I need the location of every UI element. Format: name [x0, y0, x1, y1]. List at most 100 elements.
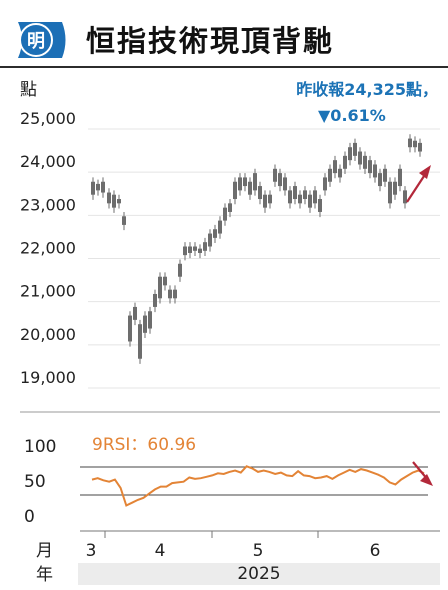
rsi-reference-lines — [80, 466, 428, 496]
year-band — [78, 563, 440, 585]
candle-body — [228, 203, 232, 212]
month-label: 5 — [253, 541, 264, 561]
candle-body — [238, 177, 242, 191]
candle-body — [288, 190, 292, 204]
candle-body — [208, 233, 212, 247]
candle-body — [413, 140, 417, 148]
candle-body — [273, 168, 277, 182]
candle-body — [128, 315, 132, 342]
rsi-y-tick-label: 50 — [24, 472, 46, 492]
rsi-y-tick-label: 0 — [24, 507, 35, 527]
candle-body — [308, 194, 312, 208]
candle-body — [408, 138, 412, 148]
candle-body — [243, 177, 247, 187]
candle-body — [258, 186, 262, 200]
candle-body — [318, 199, 322, 212]
candle-body — [373, 164, 377, 178]
candle-body — [173, 289, 177, 299]
logo-text: 明 — [27, 31, 45, 52]
candle-body — [168, 289, 172, 299]
candle-body — [298, 194, 302, 204]
candle-body — [313, 190, 317, 204]
candle-body — [223, 207, 227, 221]
candle-body — [328, 168, 332, 182]
candle-body — [358, 151, 362, 165]
y-tick-label: 20,000 — [20, 325, 76, 344]
candle-body — [388, 181, 392, 204]
annotation-line1: 昨收報24,325點， — [296, 80, 438, 99]
month-labels: 3 4 5 6 — [86, 541, 381, 561]
ming-pao-logo: 明 — [18, 22, 66, 58]
candle-body — [153, 293, 157, 307]
month-label: 4 — [155, 541, 166, 561]
x-year-unit: 年 — [36, 565, 53, 585]
price-arrow-icon — [406, 165, 431, 203]
y-unit-label: 點 — [20, 80, 37, 100]
candle-body — [348, 147, 352, 161]
candle-body — [253, 173, 257, 191]
chart-title: 恒指技術現頂背馳 — [86, 24, 335, 58]
candle-body — [233, 181, 237, 200]
candle-body — [178, 263, 182, 277]
candle-body — [188, 246, 192, 253]
header: 明 恒指技術現頂背馳 — [0, 0, 448, 68]
candle-body — [163, 276, 167, 286]
candle-body — [338, 168, 342, 178]
candle-body — [193, 246, 197, 251]
candle-body — [263, 194, 267, 208]
candle-body — [143, 315, 147, 333]
y-tick-label: 19,000 — [20, 368, 76, 387]
candle-body — [353, 142, 357, 156]
candle-body — [303, 190, 307, 200]
candle-body — [117, 199, 121, 204]
x-month-unit: 月 — [36, 541, 53, 561]
candle-body — [323, 177, 327, 191]
candle-body — [403, 190, 407, 204]
candle-body — [398, 168, 402, 187]
month-ticks — [104, 531, 319, 538]
y-tick-label: 21,000 — [20, 282, 76, 301]
candle-body — [378, 173, 382, 187]
candle-body — [218, 220, 222, 234]
candle-body — [248, 181, 252, 195]
y-tick-label: 22,000 — [20, 239, 76, 258]
month-label: 3 — [86, 541, 97, 561]
candle-body — [383, 168, 387, 182]
candle-body — [363, 155, 367, 169]
y-tick-label: 25,000 — [20, 109, 76, 128]
rsi-y-axis-labels: 100 50 0 — [24, 437, 56, 527]
year-label: 2025 — [237, 564, 281, 584]
candles — [91, 134, 422, 364]
rsi-y-tick-label: 100 — [24, 437, 56, 457]
candle-body — [112, 194, 116, 208]
header-rule — [0, 66, 448, 68]
candle-body — [343, 155, 347, 169]
candle-body — [283, 177, 287, 191]
candle-body — [158, 276, 162, 299]
grid — [88, 128, 440, 389]
candle-body — [198, 248, 202, 253]
candle-body — [393, 181, 397, 195]
candle-body — [122, 216, 126, 225]
candle-body — [293, 186, 297, 200]
candle-body — [333, 160, 337, 174]
candle-body — [203, 242, 207, 251]
rsi-arrow-icon — [412, 461, 433, 486]
rsi-label: 9RSI：60.96 — [92, 435, 196, 455]
candle-body — [148, 311, 152, 329]
candle-body — [183, 246, 187, 256]
y-tick-label: 24,000 — [20, 152, 76, 171]
y-axis-labels: 25,000 24,000 23,000 22,000 21,000 20,000 19,0… — [20, 109, 76, 387]
candle-body — [133, 306, 137, 320]
rsi-line — [91, 465, 425, 507]
candle-body — [278, 173, 282, 187]
candle-body — [91, 181, 95, 195]
candle-body — [213, 229, 217, 238]
candle-body — [368, 160, 372, 174]
candle-body — [418, 142, 422, 152]
candle-body — [107, 192, 111, 204]
candle-body — [101, 181, 105, 193]
candle-body — [96, 183, 100, 191]
y-tick-label: 23,000 — [20, 195, 76, 214]
